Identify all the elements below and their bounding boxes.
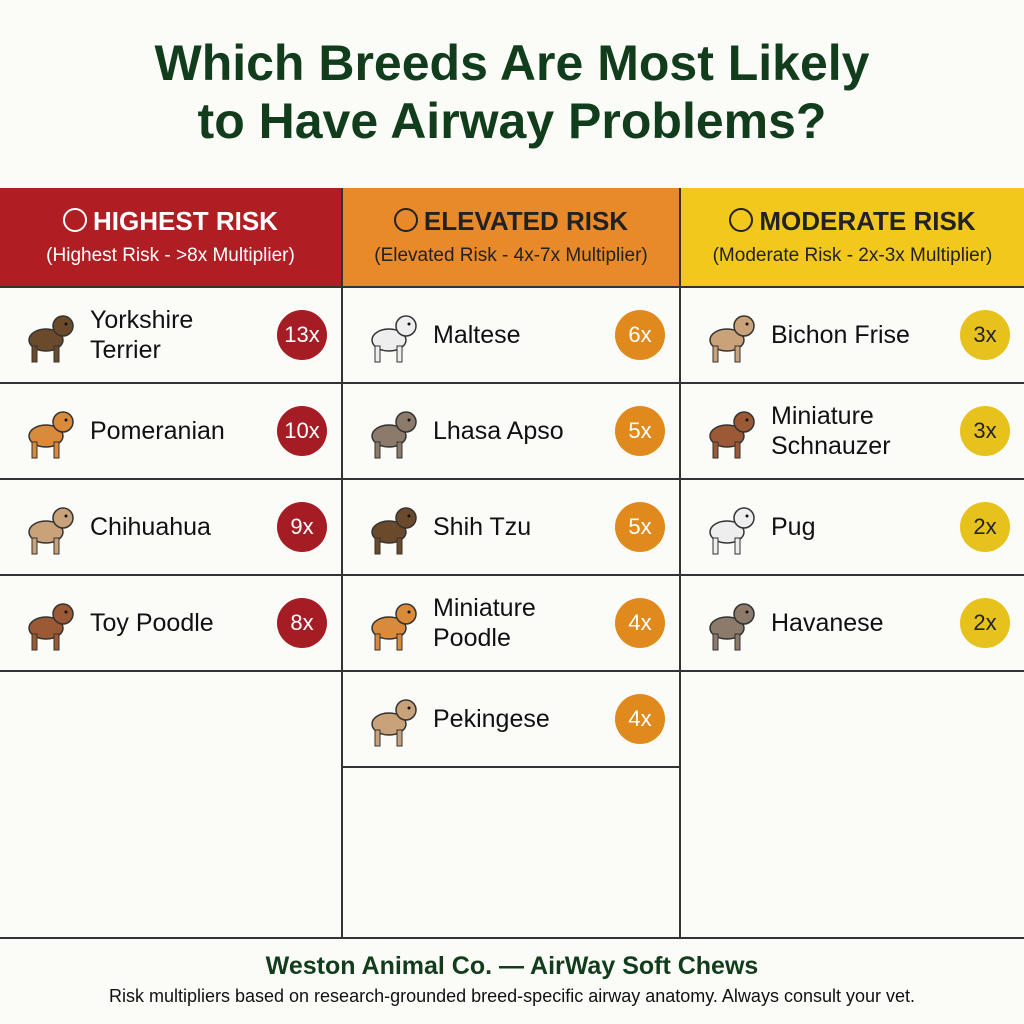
risk-column: MODERATE RISK (Moderate Risk - 2x-3x Mult… (681, 188, 1024, 937)
dog-icon (28, 411, 74, 459)
breed-row: Bichon Frise 3x (681, 288, 1024, 384)
risk-badge: 3x (960, 310, 1010, 360)
column-heading: ELEVATED RISK (343, 206, 679, 237)
column-subheading: (Highest Risk - >8x Multiplier) (46, 245, 295, 266)
risk-badge: 10x (277, 406, 327, 456)
breed-name: Shih Tzu (433, 513, 532, 541)
dog-icon (371, 603, 417, 651)
breed-name: Pug (771, 513, 816, 541)
breed-row: Lhasa Apso 5x (343, 384, 679, 480)
dog-icon (709, 507, 755, 555)
breed-name: Miniature Schnauzer (771, 402, 891, 460)
column-heading: HIGHEST RISK (0, 206, 341, 237)
column-header: MODERATE RISK (Moderate Risk - 2x-3x Mult… (681, 188, 1024, 288)
breed-row: Maltese 6x (343, 288, 679, 384)
column-subheading: (Moderate Risk - 2x-3x Multiplier) (712, 245, 993, 266)
breed-name: Bichon Frise (771, 321, 910, 349)
column-header: HIGHEST RISK (Highest Risk - >8x Multipli… (0, 188, 341, 288)
risk-badge: 4x (615, 694, 665, 744)
breed-name: Lhasa Apso (433, 417, 564, 445)
footer-brand: Weston Animal Co. — AirWay Soft Chews (265, 952, 759, 980)
breed-row: Pug 2x (681, 480, 1024, 576)
risk-column: HIGHEST RISK (Highest Risk - >8x Multipli… (0, 188, 343, 937)
title: to Have Airway Problems? (197, 93, 827, 149)
risk-badge: 13x (277, 310, 327, 360)
risk-badge: 6x (615, 310, 665, 360)
title: Which Breeds Are Most Likely (154, 35, 870, 91)
breed-name: Havanese (771, 609, 884, 637)
breed-name: Maltese (433, 321, 521, 349)
column-header: ELEVATED RISK (Elevated Risk - 4x-7x Mult… (343, 188, 679, 288)
dog-icon (28, 507, 74, 555)
breed-name: Miniature Poodle (433, 594, 536, 652)
divider (0, 937, 1024, 939)
risk-badge: 5x (615, 406, 665, 456)
dog-icon (28, 315, 74, 363)
risk-badge: 2x (960, 598, 1010, 648)
dog-icon (371, 699, 417, 747)
column-heading: MODERATE RISK (681, 206, 1024, 237)
breed-name: Pomeranian (90, 417, 225, 445)
breed-row: Yorkshire Terrier 13x (0, 288, 341, 384)
dog-icon (371, 507, 417, 555)
footer-note: Risk multipliers based on research-groun… (108, 986, 916, 1006)
dog-icon (371, 315, 417, 363)
breed-row: Miniature Schnauzer 3x (681, 384, 1024, 480)
dog-icon (709, 603, 755, 651)
risk-badge: 5x (615, 502, 665, 552)
breed-name: Toy Poodle (90, 609, 214, 637)
risk-badge: 4x (615, 598, 665, 648)
risk-badge: 2x (960, 502, 1010, 552)
breed-row: Toy Poodle 8x (0, 576, 341, 672)
risk-badge: 8x (277, 598, 327, 648)
breed-row: Shih Tzu 5x (343, 480, 679, 576)
breed-row: Pomeranian 10x (0, 384, 341, 480)
breed-name: Chihuahua (90, 513, 211, 541)
breed-row: Pekingese 4x (343, 672, 679, 768)
breed-name: Yorkshire Terrier (90, 306, 194, 364)
breed-row: Chihuahua 9x (0, 480, 341, 576)
risk-column: ELEVATED RISK (Elevated Risk - 4x-7x Mult… (343, 188, 681, 937)
dog-icon (709, 315, 755, 363)
breed-name: Pekingese (433, 705, 550, 733)
risk-badge: 9x (277, 502, 327, 552)
breed-row: Havanese 2x (681, 576, 1024, 672)
dog-icon (709, 411, 755, 459)
breed-row: Miniature Poodle 4x (343, 576, 679, 672)
dog-icon (28, 603, 74, 651)
dog-icon (371, 411, 417, 459)
column-subheading: (Elevated Risk - 4x-7x Multiplier) (374, 245, 648, 266)
risk-badge: 3x (960, 406, 1010, 456)
